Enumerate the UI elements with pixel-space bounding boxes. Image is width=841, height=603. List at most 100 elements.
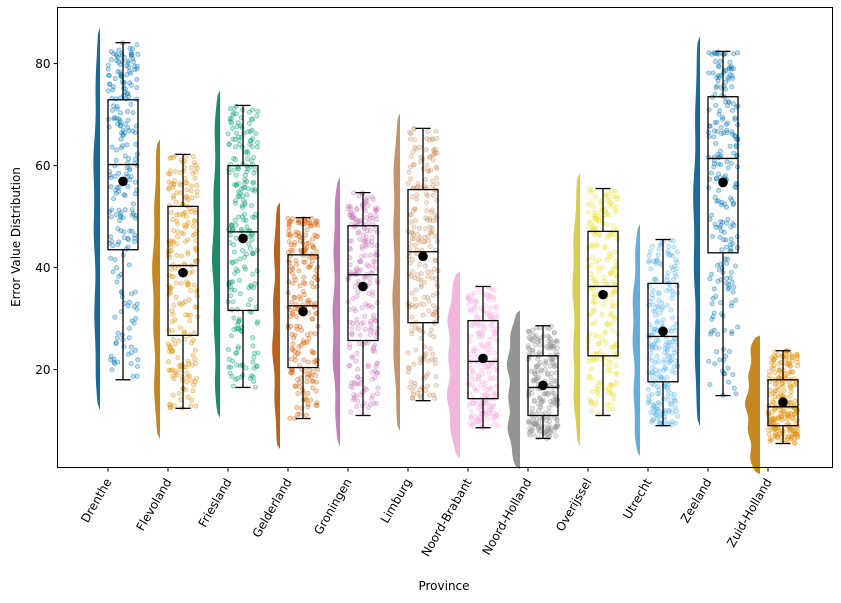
- y-tick-label: 20: [35, 363, 50, 377]
- data-point: [114, 104, 120, 110]
- data-point: [666, 243, 672, 249]
- data-point: [608, 345, 614, 351]
- data-point: [297, 324, 303, 330]
- data-point: [124, 63, 130, 69]
- data-point: [181, 222, 187, 228]
- data-point: [541, 397, 547, 403]
- data-point: [290, 280, 296, 286]
- data-point: [350, 320, 356, 326]
- data-point: [645, 400, 651, 406]
- data-point: [551, 344, 557, 350]
- data-point: [724, 220, 730, 226]
- data-point: [304, 227, 310, 233]
- data-point: [228, 364, 234, 370]
- data-point: [531, 416, 537, 422]
- data-point: [656, 246, 662, 252]
- data-point: [715, 331, 721, 337]
- data-point: [167, 345, 173, 351]
- data-point: [132, 64, 138, 70]
- data-point: [547, 363, 553, 369]
- data-point: [184, 370, 190, 376]
- data-point: [364, 262, 370, 268]
- data-point: [610, 288, 616, 294]
- data-point: [710, 70, 716, 76]
- data-point: [537, 395, 543, 401]
- data-point: [726, 285, 732, 291]
- data-point: [712, 361, 718, 367]
- data-point: [369, 376, 375, 382]
- data-point: [475, 331, 481, 337]
- data-point: [117, 69, 123, 75]
- data-point: [533, 421, 539, 427]
- data-point: [129, 46, 135, 52]
- data-point: [593, 400, 599, 406]
- data-point: [432, 258, 438, 264]
- data-point: [729, 329, 735, 335]
- data-point: [545, 371, 551, 377]
- data-point: [408, 379, 414, 385]
- data-point: [587, 186, 593, 192]
- data-point: [730, 201, 736, 207]
- data-point: [604, 221, 610, 227]
- data-point: [231, 106, 237, 112]
- data-point: [474, 401, 480, 407]
- data-point: [669, 400, 675, 406]
- data-point: [535, 426, 541, 432]
- data-point: [665, 250, 671, 256]
- data-point: [348, 409, 354, 415]
- data-point: [128, 53, 134, 59]
- data-point: [610, 344, 616, 350]
- data-point: [433, 164, 439, 170]
- data-point: [353, 393, 359, 399]
- data-point: [674, 266, 680, 272]
- data-point: [237, 123, 243, 129]
- data-point: [367, 227, 373, 233]
- data-point: [235, 321, 241, 327]
- data-point: [170, 227, 176, 233]
- data-point: [612, 249, 618, 255]
- data-point: [661, 360, 667, 366]
- data-point: [491, 404, 497, 410]
- data-point: [121, 235, 127, 241]
- data-point: [468, 298, 474, 304]
- data-point: [472, 419, 478, 425]
- data-point: [114, 265, 120, 271]
- data-point: [555, 421, 561, 427]
- data-point: [170, 311, 176, 317]
- data-point: [769, 437, 775, 443]
- data-point: [774, 432, 780, 438]
- data-point: [170, 154, 176, 160]
- data-point: [611, 314, 617, 320]
- data-point: [714, 128, 720, 134]
- data-point: [130, 128, 136, 134]
- data-point: [183, 214, 189, 220]
- data-point: [113, 212, 119, 218]
- data-point: [292, 295, 298, 301]
- data-point: [434, 238, 440, 244]
- data-point: [426, 298, 432, 304]
- data-point: [535, 364, 541, 370]
- data-point: [475, 405, 481, 411]
- data-point: [190, 154, 196, 160]
- data-point: [538, 397, 544, 403]
- data-point: [235, 214, 241, 220]
- data-point: [231, 155, 237, 161]
- data-point: [727, 241, 733, 247]
- data-point: [528, 368, 534, 374]
- iqr-box: [167, 205, 199, 337]
- data-point: [373, 363, 379, 369]
- data-point: [128, 52, 134, 58]
- data-point: [367, 275, 373, 281]
- data-point: [492, 331, 498, 337]
- data-point: [427, 331, 433, 337]
- data-point: [230, 112, 236, 118]
- data-point: [671, 244, 677, 250]
- data-point: [297, 384, 303, 390]
- data-point: [180, 210, 186, 216]
- data-point: [551, 362, 557, 368]
- data-point: [671, 276, 677, 282]
- data-point: [409, 194, 415, 200]
- data-point: [193, 169, 199, 175]
- data-point: [787, 382, 793, 388]
- data-point: [535, 339, 541, 345]
